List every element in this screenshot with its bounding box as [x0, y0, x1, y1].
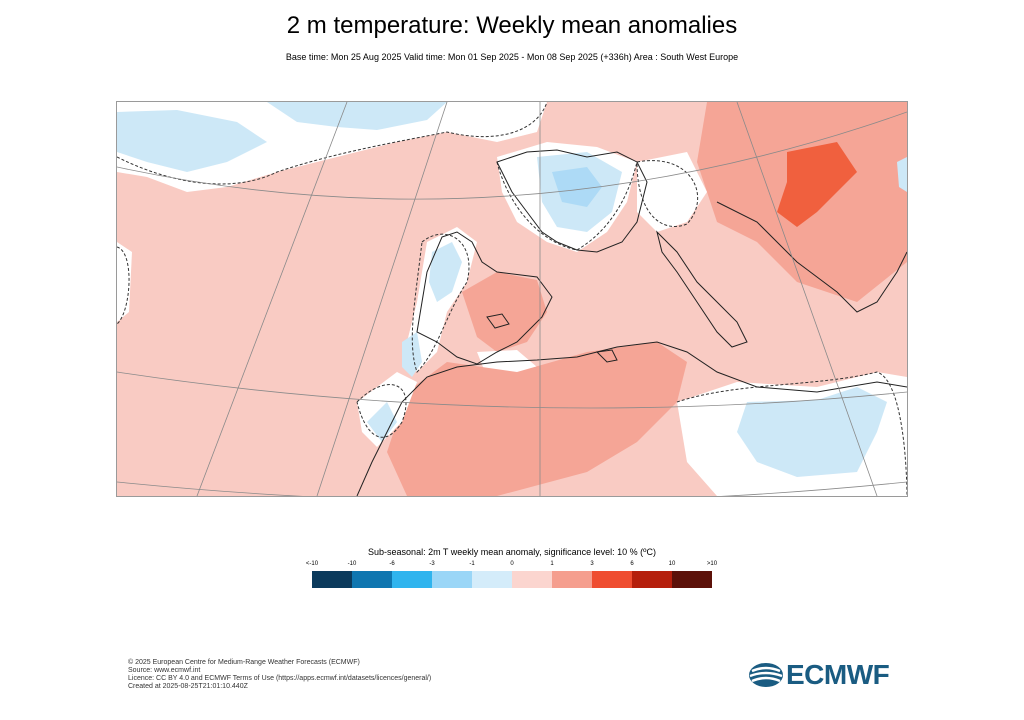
legend-tick: >10 [706, 561, 718, 567]
legend-swatch [472, 571, 512, 588]
legend-swatch [512, 571, 552, 588]
ecmwf-logo: ECMWF [748, 659, 890, 690]
cool-patch-north-atlantic-2 [267, 102, 447, 130]
legend-swatch [632, 571, 672, 588]
legend-swatch [392, 571, 432, 588]
cool-region-east-med [737, 387, 887, 477]
legend-swatch [592, 571, 632, 588]
map-title: 2 m temperature: Weekly mean anomalies [286, 12, 738, 39]
ecmwf-globe-icon [749, 663, 783, 687]
footer-line: © 2025 European Centre for Medium-Range … [128, 659, 360, 666]
ecmwf-logo-text: ECMWF [786, 659, 890, 690]
legend-colorbar [312, 571, 712, 588]
coastlines [356, 149, 907, 496]
graticule [117, 102, 907, 496]
anomaly-map [116, 101, 908, 497]
legend-swatch [552, 571, 592, 588]
legend-tick: 10 [668, 561, 676, 567]
legend-tick: 3 [590, 561, 594, 567]
legend-swatch [672, 571, 712, 588]
cool-zone-atlantic-morocco [367, 402, 397, 442]
neutral-zone-northwest [117, 242, 132, 322]
legend-tick: -1 [469, 561, 475, 567]
legend-tick: -6 [389, 561, 395, 567]
legend-tick: -3 [429, 561, 435, 567]
legend-tick: 6 [630, 561, 634, 567]
legend-ticks: <-10 -10 -6 -3 -1 0 1 3 6 10 >10 [300, 561, 724, 571]
map-subtitle: Base time: Mon 25 Aug 2025 Valid time: M… [285, 52, 739, 62]
warm-region-iberia [462, 272, 547, 352]
map-canvas [117, 102, 907, 496]
legend-swatch [432, 571, 472, 588]
warm-region-balkans-core [777, 142, 857, 227]
cool-zone-north-sea [897, 157, 907, 192]
cool-patch-north-atlantic [117, 110, 267, 172]
footer-line: Created at 2025-08-25T21:01:10.440Z [128, 683, 248, 690]
legend-swatch [352, 571, 392, 588]
warm-region-north-africa [387, 342, 687, 496]
legend-title: Sub-seasonal: 2m T weekly mean anomaly, … [368, 547, 656, 557]
legend-tick: 1 [550, 561, 554, 567]
legend-tick: <-10 [305, 561, 319, 567]
legend-tick: 0 [510, 561, 514, 567]
footer-credits: © 2025 European Centre for Medium-Range … [128, 659, 431, 691]
legend-tick: -10 [347, 561, 357, 567]
footer-line: Source: www.ecmwf.int [128, 667, 201, 674]
legend-swatch [312, 571, 352, 588]
cool-region-france-core [552, 167, 602, 207]
cool-region-iberia-west-inner [429, 242, 462, 302]
footer-line: Licence: CC BY 4.0 and ECMWF Terms of Us… [128, 675, 432, 682]
cool-region-iberia-southwest [402, 332, 422, 377]
